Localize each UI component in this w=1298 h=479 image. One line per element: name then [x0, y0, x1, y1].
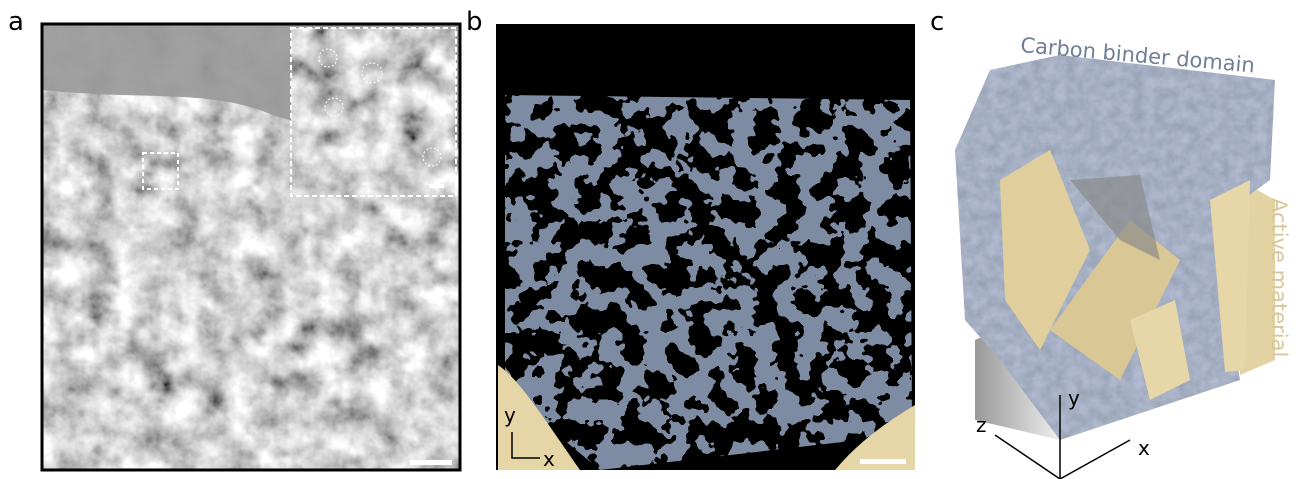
axis-label: y — [504, 403, 516, 427]
panel-label: b — [466, 7, 483, 37]
axis-label: z — [976, 413, 987, 437]
panel-label: c — [930, 7, 944, 37]
phase-label: Active material — [1267, 198, 1291, 357]
axis-label: y — [1068, 386, 1080, 410]
render-3d — [940, 40, 1280, 450]
scale-bar — [410, 460, 452, 465]
page: {"panels": [ {"label": "a"}, {"label": "… — [0, 0, 1298, 479]
inset — [291, 28, 456, 196]
figure: a b y x c Carbon binder domain Active ma… — [0, 0, 1298, 479]
scale-bar — [860, 459, 906, 464]
panel-label: a — [8, 7, 24, 37]
axis-label: x — [1138, 436, 1150, 460]
axis-label: x — [543, 447, 555, 471]
